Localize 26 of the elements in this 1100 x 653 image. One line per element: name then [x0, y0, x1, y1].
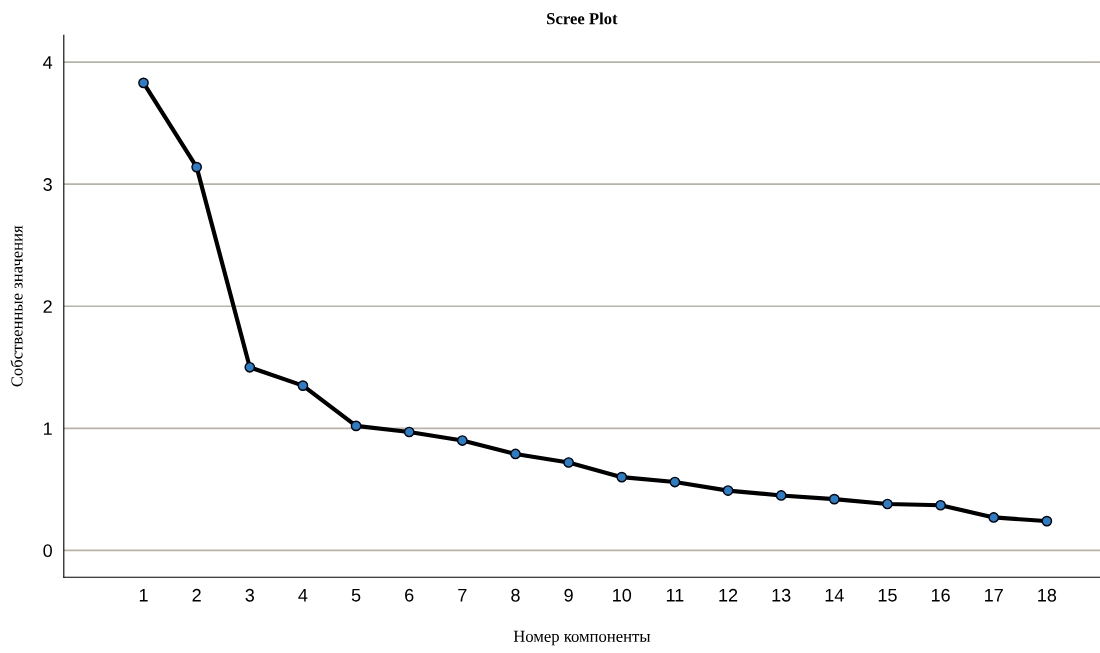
y-tick-label: 3	[43, 178, 52, 191]
x-tick-label: 15	[878, 589, 897, 602]
x-axis-title: Номер компоненты	[513, 630, 651, 646]
x-tick-label: 2	[192, 588, 201, 602]
x-tick-label: 1	[139, 589, 148, 602]
x-tick-label: 4	[298, 589, 308, 602]
x-tick-label: 12	[719, 588, 738, 602]
x-tick-label: 5	[351, 589, 361, 602]
x-tick-label: 10	[613, 588, 632, 602]
x-tick-label: 16	[931, 588, 950, 602]
x-tick-label: 14	[825, 589, 844, 602]
x-tick-label: 17	[985, 589, 1003, 602]
x-tick-label: 18	[1038, 588, 1057, 602]
x-tick-label: 13	[772, 588, 791, 602]
x-tick-label: 8	[511, 588, 520, 602]
chart-title: Scree Plot	[547, 12, 618, 25]
x-tick-label: 9	[564, 588, 573, 602]
y-axis-title: Собственные значения	[10, 225, 23, 387]
x-tick-label: 11	[666, 589, 684, 602]
y-tick-label: 2	[43, 300, 52, 313]
y-tick-label: 4	[43, 56, 53, 69]
y-tick-label: 0	[43, 544, 52, 558]
x-tick-label: 7	[458, 589, 467, 602]
x-tick-label: 6	[405, 588, 414, 602]
x-tick-label: 3	[245, 588, 255, 602]
y-tick-label: 1	[44, 422, 52, 435]
